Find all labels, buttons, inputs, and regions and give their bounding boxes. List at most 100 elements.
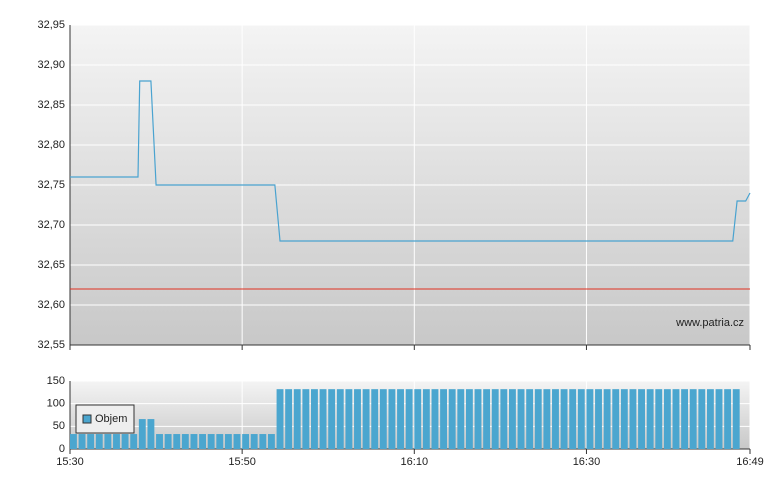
volume-bar <box>620 389 628 449</box>
volume-bar <box>706 389 714 449</box>
volume-bar <box>465 389 473 449</box>
volume-bar <box>724 389 732 449</box>
volume-bar <box>440 389 448 449</box>
x-tick-label: 16:10 <box>401 456 429 468</box>
volume-bar <box>483 389 491 449</box>
volume-bar <box>655 389 663 449</box>
volume-bar <box>147 419 155 449</box>
volume-bar <box>646 389 654 449</box>
y-tick-label: 32,90 <box>37 59 65 71</box>
volume-bar <box>319 389 327 449</box>
volume-bar <box>552 389 559 449</box>
volume-bar <box>190 434 198 449</box>
volume-bar <box>388 389 396 449</box>
volume-bar <box>259 434 267 449</box>
volume-bar <box>233 434 241 449</box>
volume-bar <box>448 389 456 449</box>
y-tick-label: 32,95 <box>37 19 65 31</box>
volume-bar <box>130 434 138 449</box>
volume-bar <box>431 389 439 449</box>
volume-bar <box>603 389 611 449</box>
y-tick-label: 32,55 <box>37 339 65 351</box>
y-tick-label: 0 <box>59 443 65 455</box>
volume-bar <box>113 434 120 449</box>
volume-bar <box>362 389 370 449</box>
volume-bar <box>285 389 293 449</box>
volume-bar <box>371 389 379 449</box>
volume-bar <box>336 389 344 449</box>
volume-bar <box>302 389 310 449</box>
volume-bar <box>224 434 232 449</box>
volume-bar <box>491 389 499 449</box>
volume-bar <box>560 389 568 449</box>
y-tick-label: 32,70 <box>37 219 65 231</box>
legend-swatch <box>82 414 92 424</box>
volume-bar <box>405 389 413 449</box>
volume-bar <box>311 389 318 449</box>
volume-bar <box>715 389 723 449</box>
volume-bar <box>689 389 697 449</box>
y-tick-label: 32,65 <box>37 259 65 271</box>
volume-bar <box>663 389 671 449</box>
volume-bar <box>534 389 542 449</box>
volume-bar <box>500 389 508 449</box>
volume-bar <box>173 434 181 449</box>
volume-bar <box>698 389 706 449</box>
volume-bar <box>207 434 215 449</box>
volume-bar <box>104 434 112 449</box>
y-tick-label: 150 <box>47 375 65 387</box>
volume-bar <box>156 434 163 449</box>
x-tick-label: 16:30 <box>573 456 601 468</box>
volume-bar <box>414 389 422 449</box>
volume-bar <box>70 434 77 449</box>
volume-bar <box>181 434 189 449</box>
volume-bar <box>397 389 404 449</box>
volume-bar <box>242 434 250 449</box>
volume-bar <box>457 389 465 449</box>
volume-bar <box>276 389 284 449</box>
volume-bar <box>354 389 361 449</box>
volume-bar <box>87 434 95 449</box>
volume-bar <box>586 389 594 449</box>
volume-bar <box>199 434 206 449</box>
volume-bar <box>672 389 680 449</box>
volume-bar <box>95 434 103 449</box>
watermark: www.patria.cz <box>675 317 744 329</box>
y-tick-label: 50 <box>53 420 65 432</box>
x-tick-label: 16:49 <box>736 456 764 468</box>
volume-bar <box>543 389 551 449</box>
volume-bar <box>216 434 224 449</box>
y-tick-label: 100 <box>47 398 65 410</box>
volume-bar <box>138 419 146 449</box>
price-line <box>70 80 751 242</box>
y-tick-label: 32,75 <box>37 179 65 191</box>
legend-label: Objem <box>95 413 127 425</box>
volume-bar <box>577 389 585 449</box>
y-tick-label: 32,60 <box>37 299 65 311</box>
volume-bar <box>526 389 534 449</box>
volume-bar <box>121 434 129 449</box>
volume-bar <box>328 389 336 449</box>
volume-bar <box>612 389 620 449</box>
volume-bar <box>78 434 86 449</box>
volume-bar <box>267 434 275 449</box>
volume-bar <box>681 389 689 449</box>
volume-bar <box>379 389 387 449</box>
volume-bar <box>422 389 430 449</box>
volume-bar <box>250 434 258 449</box>
y-tick-label: 32,80 <box>37 139 65 151</box>
volume-bar <box>293 389 301 449</box>
volume-bar <box>474 389 482 449</box>
y-tick-label: 32,85 <box>37 99 65 111</box>
volume-bar <box>508 389 516 449</box>
volume-bar <box>569 389 577 449</box>
volume-bar <box>595 389 602 449</box>
volume-bar <box>345 389 353 449</box>
volume-bar <box>732 389 740 449</box>
volume-bar <box>638 389 645 449</box>
volume-bar <box>629 389 637 449</box>
x-tick-label: 15:50 <box>228 456 256 468</box>
volume-bar <box>517 389 525 449</box>
